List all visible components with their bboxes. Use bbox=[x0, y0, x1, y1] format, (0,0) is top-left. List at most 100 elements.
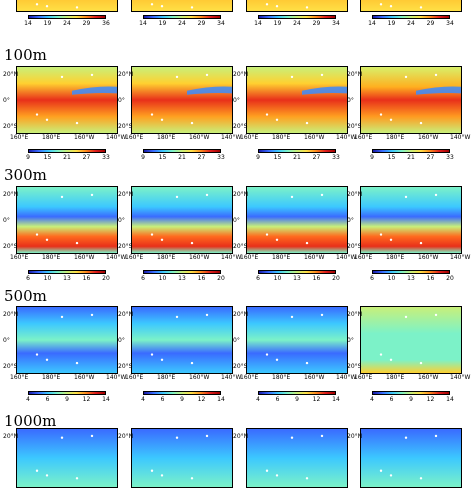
colorbar-tick-label: 29 bbox=[82, 20, 91, 27]
x-tick-label: 140°W bbox=[336, 134, 357, 141]
colorbar-tick-label: 33 bbox=[102, 154, 110, 161]
colorbar-tick-label: 14 bbox=[332, 396, 340, 403]
colorbar-tick-label: 15 bbox=[273, 154, 282, 161]
island-marker bbox=[320, 434, 324, 438]
island-marker bbox=[290, 315, 294, 319]
colorbar-tick-label: 21 bbox=[407, 154, 415, 161]
island-marker bbox=[379, 113, 383, 116]
island-marker bbox=[190, 241, 194, 245]
island-marker bbox=[434, 313, 438, 317]
depth-label: 1000m bbox=[4, 412, 57, 430]
colorbar-tick-label: 12 bbox=[197, 396, 206, 403]
map-canvas bbox=[17, 0, 117, 11]
heatmap-field bbox=[17, 307, 117, 373]
x-tick-label: 140°W bbox=[221, 374, 242, 381]
y-tick-label: 20°N bbox=[118, 311, 134, 318]
y-tick-label: 20°S bbox=[347, 363, 362, 370]
cold-tongue-shape bbox=[72, 86, 117, 95]
depth-label: 300m bbox=[4, 166, 47, 184]
heatmap-field bbox=[17, 0, 117, 11]
x-tick-label: 140°W bbox=[221, 134, 242, 141]
colorbar-tick-label: 9 bbox=[141, 154, 145, 161]
island-marker bbox=[379, 353, 383, 356]
map-panel bbox=[131, 0, 233, 12]
island-marker bbox=[275, 358, 279, 361]
island-marker bbox=[290, 195, 294, 199]
colorbar-tick-label: 27 bbox=[312, 154, 321, 161]
map-canvas bbox=[361, 429, 461, 487]
heatmap-field bbox=[361, 67, 461, 133]
island-marker bbox=[190, 6, 194, 9]
x-tick-label: 140°W bbox=[106, 374, 127, 381]
island-marker bbox=[379, 469, 383, 472]
island-marker bbox=[419, 121, 423, 125]
map-panel bbox=[360, 0, 462, 12]
colorbar-tick-label: 29 bbox=[197, 20, 206, 27]
island-marker bbox=[404, 436, 408, 439]
y-tick-label: 20°N bbox=[3, 191, 19, 198]
x-tick-label: 180°E bbox=[42, 254, 61, 261]
colorbar-tick-label: 24 bbox=[407, 20, 415, 27]
colorbar-tick-label: 12 bbox=[426, 396, 435, 403]
island-marker bbox=[90, 434, 94, 438]
island-marker bbox=[150, 353, 154, 356]
y-tick-label: 20°S bbox=[118, 243, 133, 250]
colorbar-tick-label: 9 bbox=[370, 154, 374, 161]
island-marker bbox=[90, 73, 94, 77]
island-marker bbox=[404, 315, 408, 319]
colorbar-tick-label: 34 bbox=[217, 20, 225, 27]
x-tick-label: 140°W bbox=[450, 134, 471, 141]
island-marker bbox=[404, 75, 408, 79]
colorbar-tick-label: 6 bbox=[370, 275, 374, 282]
colorbar-tick-label: 10 bbox=[387, 275, 396, 282]
map-panel bbox=[16, 186, 118, 254]
y-tick-label: 20°S bbox=[3, 363, 18, 370]
heatmap-field bbox=[132, 0, 232, 11]
x-tick-label: 160°E bbox=[240, 374, 259, 381]
colorbar-tick-label: 14 bbox=[446, 396, 454, 403]
heatmap-field bbox=[361, 429, 461, 487]
map-panel bbox=[16, 0, 118, 12]
colorbar-tick-label: 36 bbox=[102, 20, 110, 27]
x-tick-label: 140°W bbox=[221, 254, 242, 261]
map-canvas bbox=[361, 187, 461, 253]
map-canvas bbox=[361, 67, 461, 133]
colorbar-tick-label: 10 bbox=[158, 275, 167, 282]
colorbar-tick-label: 16 bbox=[312, 275, 321, 282]
island-marker bbox=[434, 434, 438, 438]
colorbar-tick-label: 16 bbox=[197, 275, 206, 282]
island-marker bbox=[160, 118, 164, 121]
island-marker bbox=[150, 469, 154, 472]
island-marker bbox=[75, 241, 79, 245]
island-marker bbox=[45, 358, 49, 361]
heatmap-field bbox=[361, 307, 461, 373]
x-tick-label: 160°E bbox=[354, 254, 373, 261]
colorbar bbox=[372, 391, 450, 395]
island-marker bbox=[290, 75, 294, 79]
colorbar-tick-label: 10 bbox=[273, 275, 282, 282]
y-tick-label: 0° bbox=[118, 217, 125, 224]
y-tick-label: 0° bbox=[347, 217, 354, 224]
colorbar-tick-label: 6 bbox=[275, 396, 280, 403]
colorbar-tick-label: 29 bbox=[426, 20, 435, 27]
map-canvas bbox=[247, 307, 347, 373]
y-tick-label: 20°N bbox=[233, 433, 249, 440]
island-marker bbox=[265, 469, 269, 472]
colorbar-tick-label: 14 bbox=[217, 396, 225, 403]
x-tick-label: 140°W bbox=[106, 134, 127, 141]
island-marker bbox=[389, 5, 393, 8]
map-panel bbox=[16, 306, 118, 374]
heatmap-field bbox=[17, 429, 117, 487]
y-tick-label: 20°S bbox=[347, 243, 362, 250]
x-tick-label: 160°W bbox=[304, 254, 325, 261]
island-marker bbox=[305, 6, 309, 9]
colorbar-tick-label: 12 bbox=[312, 396, 321, 403]
island-marker bbox=[419, 241, 423, 245]
colorbar-tick-label: 6 bbox=[45, 396, 50, 403]
colorbar-tick-label: 21 bbox=[293, 154, 301, 161]
island-marker bbox=[160, 238, 164, 241]
colorbar bbox=[28, 15, 106, 19]
island-marker bbox=[275, 474, 279, 477]
colorbar-tick-label: 4 bbox=[141, 396, 145, 403]
y-tick-label: 0° bbox=[118, 337, 125, 344]
